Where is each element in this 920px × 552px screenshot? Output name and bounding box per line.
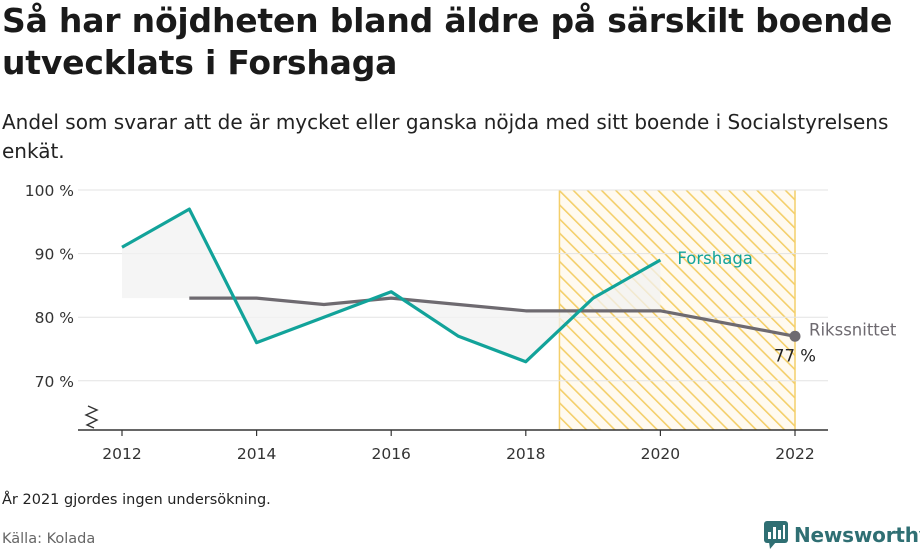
series-label-forshaga: Forshaga — [677, 249, 753, 268]
axis-break-icon — [84, 405, 99, 429]
line-chart: 70 % 80 % 90 % 100 % 2012 2014 2016 2018 2020 202… — [25, 182, 897, 463]
y-tick-label: 90 % — [35, 246, 74, 264]
difference-area — [122, 209, 661, 362]
y-tick-label: 70 % — [35, 373, 74, 391]
x-tick-label: 2018 — [506, 445, 545, 463]
chart-subtitle: Andel som svarar att de är mycket eller … — [2, 110, 889, 163]
x-tick-label: 2022 — [775, 445, 814, 463]
series-line-forshaga — [121, 207, 662, 364]
x-tick-label: 2014 — [237, 445, 276, 463]
newsworthy-icon — [764, 521, 788, 549]
newsworthy-logo: Newsworthy — [764, 519, 920, 551]
y-tick-label: 100 % — [25, 182, 74, 200]
x-tick-label: 2012 — [102, 445, 141, 463]
series-line-riksnittet — [189, 296, 796, 338]
chart-title: Så har nöjdheten bland äldre på särskilt… — [2, 1, 893, 82]
riksnittet-end-value-label: 77 % — [774, 346, 816, 365]
y-tick-label: 80 % — [35, 309, 74, 327]
source-text: Källa: Kolada — [2, 531, 96, 547]
footnote: År 2021 gjordes ingen undersökning. — [2, 492, 271, 508]
riksnittet-end-point — [789, 330, 801, 342]
brand-name: Newsworthy — [794, 523, 920, 547]
x-tick-label: 2020 — [641, 445, 680, 463]
series-label-riksnittet: Rikssnittet — [809, 320, 897, 339]
x-tick-label: 2016 — [371, 445, 410, 463]
